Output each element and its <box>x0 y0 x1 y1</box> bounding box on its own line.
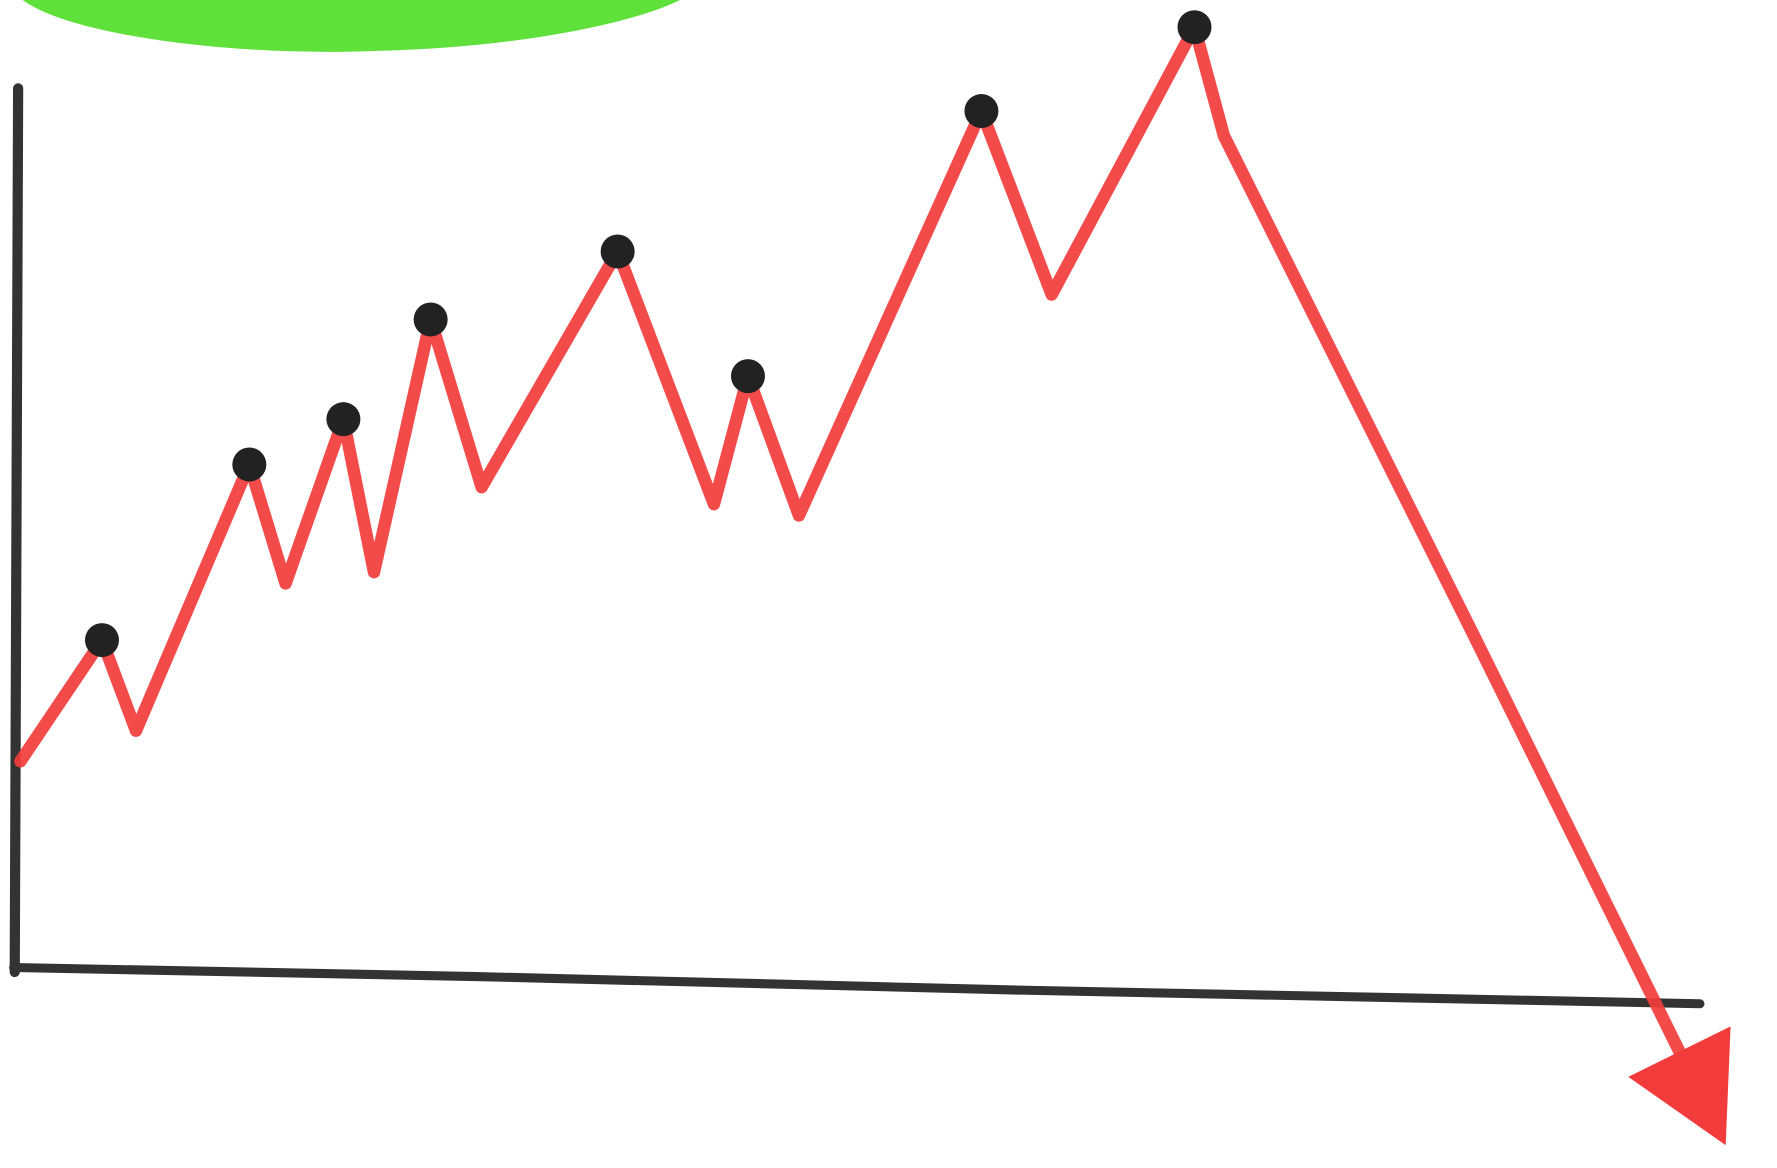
green-blob <box>22 0 680 52</box>
peak-marker <box>232 447 267 482</box>
x-axis <box>9 962 1705 1009</box>
arrow-head <box>1628 1026 1731 1146</box>
peak-marker <box>326 402 361 437</box>
peak-marker <box>730 359 765 394</box>
peak-marker <box>413 302 448 337</box>
y-axis <box>9 83 24 978</box>
peak-marker <box>84 623 119 658</box>
peak-marker <box>600 234 635 269</box>
data-line <box>14 20 1712 1111</box>
peak-marker <box>964 94 999 129</box>
peak-marker <box>1177 10 1212 45</box>
